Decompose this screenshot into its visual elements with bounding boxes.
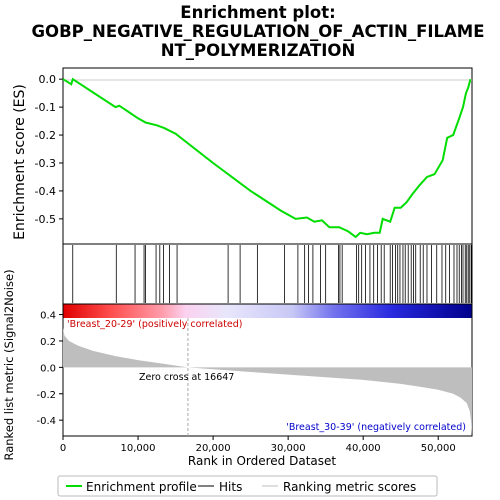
enrichment-profile-line — [62, 77, 472, 239]
x-axis-label: Rank in Ordered Dataset — [188, 454, 336, 468]
metric-y-tick-label: -0.2 — [36, 390, 56, 401]
metric-y-tick-label: 0.0 — [40, 363, 56, 374]
legend-frame — [57, 475, 438, 497]
es-panel-frame — [62, 67, 473, 245]
enrichment-profile-series — [62, 77, 472, 239]
es-y-axis-label: Enrichment score (ES) — [12, 84, 28, 240]
metric-y-tick-label: 0.2 — [40, 337, 56, 348]
metric-y-axis: 0.4 0.2 0.0 -0.2 -0.4 — [36, 311, 63, 427]
legend-ranking-metric-label: Ranking metric scores — [283, 480, 416, 494]
ranking-metric-series — [63, 318, 472, 436]
hits-panel-frame — [62, 243, 473, 305]
x-tick-label: 30,000 — [271, 443, 306, 454]
es-y-tick-label: -0.3 — [35, 157, 56, 170]
hits-series — [72, 245, 472, 303]
x-tick-label: 0 — [60, 443, 66, 454]
metric-y-tick-label: 0.4 — [40, 311, 56, 322]
metric-y-tick-label: -0.4 — [36, 416, 56, 427]
legend-enrichment-profile-label: Enrichment profile — [86, 480, 197, 494]
x-axis: 0 10,000 20,000 30,000 40,000 50,000 — [60, 436, 456, 454]
legend-hits-label: Hits — [219, 480, 242, 494]
x-tick-label: 40,000 — [346, 443, 381, 454]
chart-title: Enrichment plot: GOBP_NEGATIVE_REGULATION… — [32, 3, 485, 60]
x-tick-label: 50,000 — [421, 443, 456, 454]
es-y-axis: 0.0 -0.1 -0.2 -0.3 -0.4 -0.5 — [35, 73, 63, 226]
x-tick-label: 10,000 — [121, 443, 156, 454]
metric-y-axis-label: Ranked list metric (Signal2Noise) — [2, 269, 16, 460]
x-tick-label: 20,000 — [196, 443, 231, 454]
es-y-tick-label: -0.4 — [35, 185, 56, 198]
positive-correlation-label: 'Breast_20-29' (positively correlated) — [67, 319, 243, 330]
es-y-tick-label: 0.0 — [39, 73, 57, 86]
es-y-tick-label: -0.2 — [35, 129, 56, 142]
es-y-tick-label: -0.1 — [35, 101, 56, 114]
zero-cross-label: Zero cross at 16647 — [139, 372, 234, 383]
rank-color-bar — [63, 304, 472, 318]
es-y-tick-label: -0.5 — [35, 213, 56, 226]
legend: Enrichment profile Hits Ranking metric s… — [57, 475, 438, 497]
ranking-metric-area — [63, 327, 472, 436]
negative-correlation-label: 'Breast_30-39' (negatively correlated) — [286, 422, 466, 433]
